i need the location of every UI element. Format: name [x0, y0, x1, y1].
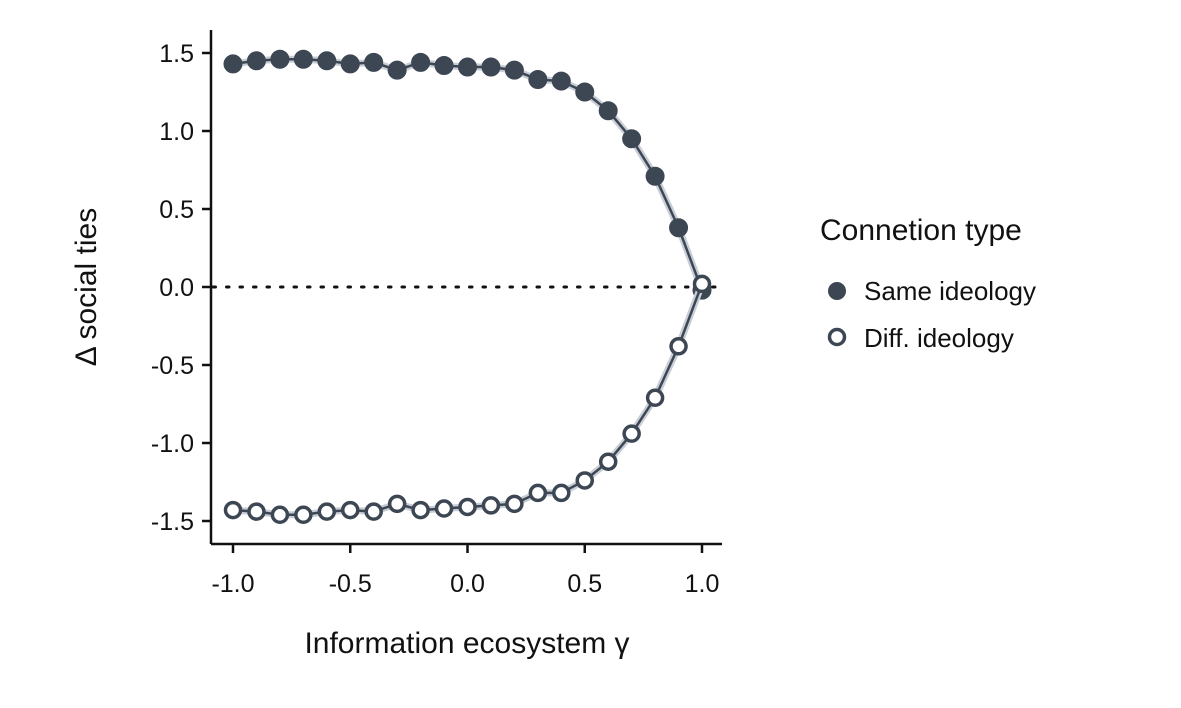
- y-tick-label: 0.5: [159, 196, 194, 224]
- data-point: [645, 166, 665, 186]
- data-point: [575, 82, 595, 102]
- data-point: [528, 70, 548, 90]
- data-point: [458, 497, 477, 517]
- data-point: [317, 51, 337, 71]
- y-tick-label: 0.0: [159, 274, 194, 302]
- y-tick-label: -1.0: [151, 430, 194, 458]
- data-point: [364, 52, 384, 72]
- series-layer: [223, 49, 712, 525]
- data-point: [692, 274, 712, 294]
- data-point: [481, 57, 501, 77]
- data-point: [669, 337, 688, 356]
- data-point: [340, 54, 360, 74]
- data-point: [622, 129, 642, 149]
- data-point: [247, 502, 266, 521]
- data-point: [669, 218, 689, 238]
- y-axis-title: Δ social ties: [70, 208, 103, 366]
- x-tick-label: 0.5: [567, 570, 602, 598]
- data-point: [387, 494, 407, 514]
- data-point: [481, 496, 501, 515]
- data-point: [270, 505, 290, 525]
- data-point: [341, 500, 360, 520]
- x-tick-label: -0.5: [329, 570, 372, 598]
- data-point: [317, 502, 337, 521]
- y-tick-label: -1.5: [151, 508, 194, 536]
- legend: Connetion type Same ideology Diff. ideol…: [820, 214, 1036, 353]
- axes: 1.5 1.0 0.5 0.0 -0.5 -1.0 -1.5 -1.0 -0.5 0.0 0.5 1.…: [151, 30, 722, 598]
- data-point: [598, 452, 618, 471]
- x-axis-title: Information ecosystem γ: [304, 627, 629, 660]
- y-tick-label: 1.5: [159, 40, 194, 68]
- data-point: [552, 483, 571, 503]
- data-point: [364, 502, 383, 521]
- data-point: [411, 52, 431, 72]
- series-same-ideology: [223, 49, 712, 300]
- legend-label-diff-ideology: Diff. ideology: [864, 323, 1014, 353]
- data-point: [622, 424, 641, 443]
- y-tick-label: 1.0: [159, 118, 194, 146]
- legend-title: Connetion type: [820, 214, 1022, 247]
- data-point: [294, 505, 313, 525]
- data-point: [551, 71, 571, 91]
- y-tick-label: -0.5: [151, 352, 194, 380]
- x-tick-label: 0.0: [450, 570, 485, 598]
- data-point: [575, 471, 594, 490]
- data-point: [223, 54, 243, 74]
- series-line: [232, 57, 704, 291]
- legend-item-diff-ideology: Diff. ideology: [827, 323, 1014, 353]
- data-point: [270, 49, 290, 69]
- data-point: [293, 49, 313, 69]
- data-point: [223, 500, 243, 520]
- data-point: [504, 60, 524, 80]
- data-point: [434, 499, 454, 518]
- data-point: [411, 500, 430, 520]
- legend-item-same-ideology: Same ideology: [828, 276, 1036, 306]
- data-point: [505, 494, 524, 514]
- series-diff-ideology: [223, 274, 712, 525]
- x-tick-label: 1.0: [685, 570, 720, 598]
- data-point: [387, 60, 407, 80]
- series-line: [232, 283, 704, 517]
- series-ribbon: [232, 55, 706, 292]
- legend-marker-filled: [828, 282, 846, 300]
- data-point: [246, 51, 266, 71]
- legend-label-same-ideology: Same ideology: [864, 276, 1036, 306]
- data-point: [528, 483, 548, 503]
- legend-marker-open: [827, 327, 847, 347]
- data-point: [598, 101, 618, 121]
- data-point: [458, 57, 477, 77]
- x-tick-label: -1.0: [211, 570, 254, 598]
- series-ribbon: [232, 282, 706, 519]
- data-point: [645, 388, 665, 408]
- data-point: [434, 55, 454, 75]
